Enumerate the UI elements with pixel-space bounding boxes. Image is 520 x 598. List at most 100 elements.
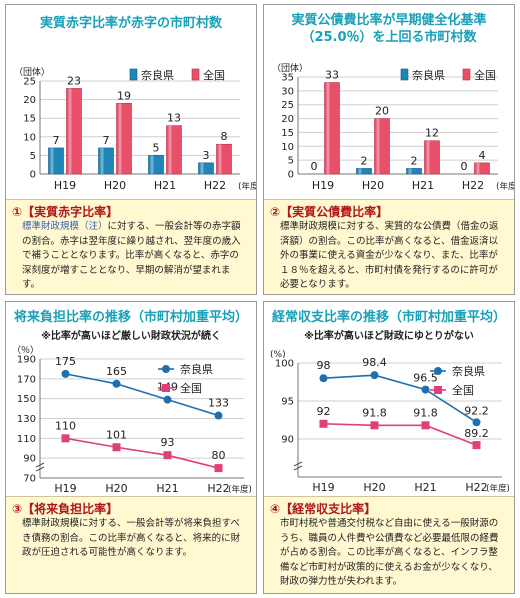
y-tick-label: 15	[281, 128, 294, 139]
data-point	[319, 374, 328, 383]
data-label: 96.5	[413, 372, 438, 385]
bar-highlight	[476, 162, 480, 174]
description-heading: ④【経常収支比率】	[270, 502, 377, 516]
bar-value-label: 20	[375, 105, 389, 118]
legend-label: 全国	[180, 381, 202, 395]
x-tick-label: H20	[362, 179, 384, 192]
data-label: 92	[317, 405, 331, 418]
bar	[374, 118, 390, 175]
x-tick-label: H20	[104, 179, 126, 192]
bar-value-label: 2	[411, 154, 418, 167]
legend-label: 奈良県	[180, 362, 213, 376]
legend-label: 奈良県	[412, 68, 445, 82]
panel-title: 将来負担比率の推移（市町村加重平均）	[13, 310, 248, 325]
y-tick-label: 150	[17, 394, 36, 405]
debt-service-bar-chart: （団体） 0 5 10 15 20 25 30 35 H19 0 33 H20 2 20 H21 2 12 H22 0…	[272, 62, 514, 192]
data-label: 80	[212, 449, 226, 462]
x-axis-unit: (年度)	[238, 181, 256, 192]
bar-highlight	[168, 125, 172, 174]
y-tick-label: 130	[17, 414, 36, 425]
panel-debt-service-ratio: 実質公債費比率が早期健全化基準（25.0％）を上回る市町村数 （団体） 0 5 10 1…	[263, 4, 515, 295]
x-tick-label: H22	[465, 481, 487, 494]
bar-value-label: 8	[221, 130, 228, 143]
bar-value-label: 2	[361, 154, 368, 167]
bar-value-label: 13	[167, 112, 181, 125]
bar	[356, 168, 372, 175]
panel-deficit-ratio: 実質赤字比率が赤字の市町村数 （団体） 0 5 10 15 20 25 H19 7 23 H20 7 1…	[5, 4, 257, 295]
legend-label: 奈良県	[452, 364, 485, 378]
description-text: 標準財政規模に対する、一般会計等が将来負担すべき債務の割合。この比率が高くなると…	[22, 517, 246, 561]
chart-note: ※比率が高いほど財政にゆとりがない	[304, 331, 474, 342]
data-label: 89.2	[464, 427, 489, 440]
bar	[424, 140, 440, 175]
legend-marker	[434, 367, 442, 375]
description-body: に対する、一般会計等の赤字額の割合。赤字は翌年度に繰り越され、翌年度の歳入で補う…	[22, 221, 241, 290]
x-tick-label: H20	[363, 481, 385, 494]
bar-highlight	[118, 103, 122, 174]
data-point	[319, 419, 328, 428]
future-burden-line-chart: （％） 70 90 110 130 150 170 190 H19 H20 H21 H22(年度) 17…	[12, 345, 252, 495]
data-label: 175	[55, 355, 76, 368]
y-tick-label: 10	[23, 132, 36, 143]
data-label: 93	[161, 436, 175, 449]
bar	[406, 168, 422, 175]
description-box: ②【実質公債費比率】 標準財政規模に対する、実質的な公債費（借金の返済額）の割合…	[264, 199, 514, 294]
data-point	[214, 411, 223, 420]
y-tick-label: 20	[281, 114, 294, 125]
data-label: 101	[106, 428, 127, 441]
bar-highlight	[408, 168, 412, 174]
bar-value-label: 19	[117, 89, 131, 102]
description-box: ④【経常収支比率】 市町村税や普通交付税など自由に使える一般財源のうち、職員の人…	[264, 496, 514, 593]
x-tick-label: H19	[54, 482, 76, 495]
panel-title: 実質公債費比率が早期健全化基準（25.0％）を上回る市町村数	[291, 13, 487, 45]
data-label: 91.8	[362, 406, 387, 419]
data-label: 165	[106, 365, 127, 378]
bar-highlight	[326, 82, 330, 174]
description-text: 標準財政規模（注）に対する、一般会計等の赤字額の割合。赤字は翌年度に繰り越され、…	[22, 220, 246, 293]
data-point	[472, 441, 481, 450]
x-axis-unit: (年度)	[496, 181, 514, 192]
y-axis-unit: （団体）	[14, 66, 50, 78]
y-tick-label: 95	[281, 397, 294, 408]
x-tick-label: H19	[312, 179, 334, 192]
y-axis-unit: (%)	[270, 350, 286, 360]
y-tick-label: 90	[281, 435, 294, 446]
x-axis-unit: (年度)	[228, 484, 252, 495]
bar	[324, 82, 340, 175]
data-label: 133	[208, 397, 229, 410]
data-point	[112, 443, 121, 452]
x-tick-label: H21	[154, 179, 176, 192]
y-tick-label: 25	[23, 77, 36, 88]
series-line	[323, 423, 477, 446]
data-point	[421, 421, 430, 430]
y-tick-label: 190	[17, 355, 36, 366]
description-body: 市町村税や普通交付税など自由に使える一般財源のうち、職員の人件費や公債費など必要…	[280, 518, 499, 587]
bar-highlight	[200, 162, 204, 174]
bar-highlight	[68, 88, 72, 174]
description-text: 市町村税や普通交付税など自由に使える一般財源のうち、職員の人件費や公債費など必要…	[280, 517, 504, 590]
bar-value-label: 0	[461, 160, 468, 173]
bar-value-label: 4	[479, 149, 486, 162]
bar-value-label: 7	[53, 134, 60, 147]
bar	[66, 88, 82, 175]
data-label: 92.2	[464, 404, 489, 417]
legend-marker	[162, 365, 170, 373]
data-point	[472, 418, 481, 427]
legend-swatch	[400, 68, 409, 81]
series-line	[65, 437, 219, 469]
bar	[148, 155, 164, 175]
panel-future-burden-ratio: 将来負担比率の推移（市町村加重平均） ※比率が高いほど厳しい財政状況が続く （％…	[5, 301, 257, 594]
bar-highlight	[150, 155, 154, 174]
y-tick-label: 5	[30, 151, 36, 162]
y-tick-label: 10	[281, 142, 294, 153]
x-tick-label: H22	[462, 179, 484, 192]
legend-swatch	[462, 68, 471, 81]
legend-label: 全国	[452, 383, 474, 397]
bar	[474, 162, 490, 175]
description-body: 標準財政規模に対する、一般会計等が将来負担すべき債務の割合。この比率が高くなると…	[22, 518, 241, 558]
series-line	[323, 374, 477, 423]
y-tick-label: 15	[23, 114, 36, 125]
description-text: 標準財政規模に対する、実質的な公債費（借金の返済額）の割合。この比率が高くなると…	[280, 220, 504, 293]
x-tick-label: H22	[204, 179, 226, 192]
legend-swatch	[191, 68, 200, 81]
